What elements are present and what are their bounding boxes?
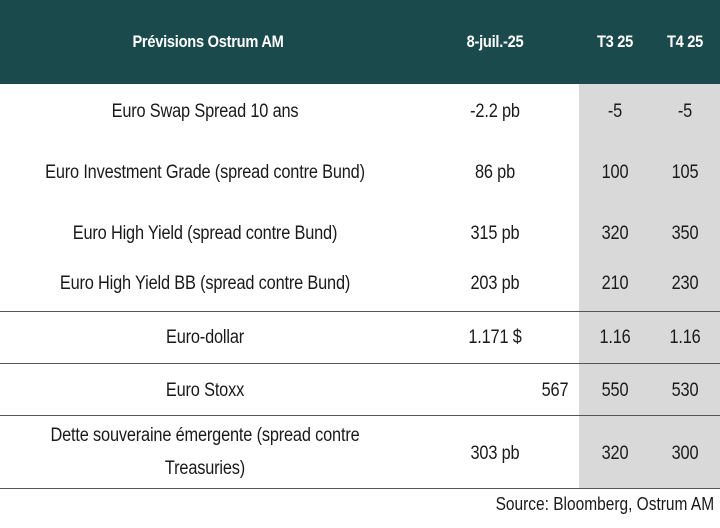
source-note: Source: Bloomberg, Ostrum AM (495, 494, 714, 514)
row-q4: 230 (671, 273, 699, 294)
row-label-line1: Dette souveraine émergente (spread contr… (50, 425, 360, 446)
row-q3: 210 (601, 273, 629, 294)
row-q4: 350 (671, 223, 699, 244)
row-q4: -5 (677, 101, 693, 122)
row-q4: 1.16 (669, 327, 701, 348)
row-label: Euro High Yield BB (spread contre Bund) (59, 273, 351, 294)
row-current: -2.2 pb (470, 101, 520, 122)
row-current: 203 pb (470, 273, 520, 294)
row-label: Euro-dollar (165, 327, 245, 348)
row-q3: -5 (607, 101, 623, 122)
row-label: Euro Investment Grade (spread contre Bun… (45, 162, 365, 183)
row-current: 86 pb (474, 162, 516, 183)
row-label: Euro Stoxx (165, 380, 245, 401)
row-q3: 1.16 (599, 327, 631, 348)
row-q3: 550 (601, 380, 629, 401)
header-title: Prévisions Ostrum AM (132, 32, 284, 51)
row-q3: 100 (601, 162, 629, 183)
row-label: Euro Swap Spread 10 ans (111, 101, 299, 122)
row-q3: 320 (601, 443, 629, 464)
row-current: 567 (541, 380, 569, 401)
header-q3: T3 25 (596, 32, 634, 51)
row-current: 1.171 $ (468, 327, 522, 348)
row-q3: 320 (601, 223, 629, 244)
table-header: Prévisions Ostrum AM 8-juil.-25 T3 25 T4… (0, 0, 720, 84)
row-q4: 105 (671, 162, 699, 183)
row-divider (0, 415, 720, 416)
header-q4: T4 25 (666, 32, 704, 51)
row-q4: 300 (671, 443, 699, 464)
forecast-columns-background (579, 84, 720, 488)
row-q4: 530 (671, 380, 699, 401)
row-divider (0, 363, 720, 364)
row-label-line2: Treasuries) (164, 458, 246, 479)
table-bottom-rule (0, 488, 720, 489)
row-label: Euro High Yield (spread contre Bund) (72, 223, 338, 244)
row-divider (0, 311, 720, 312)
row-current: 303 pb (470, 443, 520, 464)
row-current: 315 pb (470, 223, 520, 244)
header-date: 8-juil.-25 (466, 32, 524, 51)
